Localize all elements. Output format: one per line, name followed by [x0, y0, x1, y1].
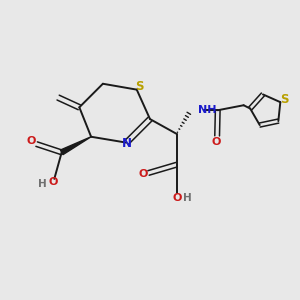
Text: S: S: [135, 80, 143, 93]
Text: O: O: [211, 137, 220, 147]
Polygon shape: [60, 137, 91, 155]
Text: O: O: [172, 193, 182, 203]
Text: O: O: [48, 177, 58, 188]
Text: H: H: [183, 193, 192, 203]
Text: O: O: [27, 136, 36, 146]
Text: N: N: [122, 137, 131, 150]
Text: H: H: [38, 179, 46, 189]
Text: O: O: [139, 169, 148, 178]
Text: S: S: [280, 93, 289, 106]
Text: NH: NH: [198, 105, 217, 115]
